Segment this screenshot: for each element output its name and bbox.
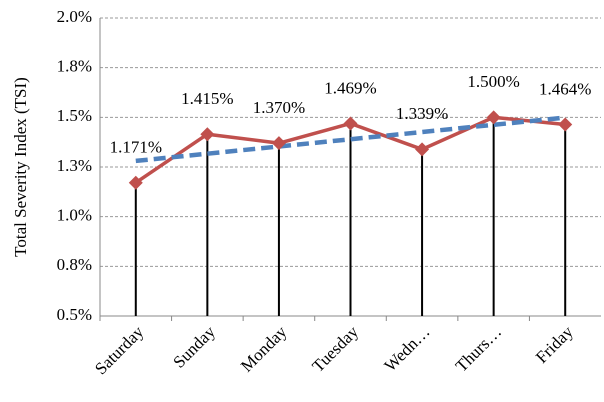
y-tick-label: 1.5%	[57, 106, 92, 125]
x-tick-label: Tuesday	[308, 322, 362, 376]
data-label: 1.415%	[181, 89, 233, 108]
data-label: 1.469%	[324, 78, 376, 97]
marker	[128, 175, 143, 190]
marker	[486, 110, 501, 125]
x-tick-label: Wedn…	[380, 322, 433, 375]
y-axis-title: Total Severity Index (TSI)	[11, 77, 30, 257]
y-tick-label: 0.8%	[57, 255, 92, 274]
x-tick-label: Sunday	[169, 322, 219, 372]
x-tick-label: Friday	[532, 322, 577, 367]
data-label: 1.464%	[539, 79, 591, 98]
data-label: 1.171%	[110, 138, 162, 157]
marker	[271, 136, 286, 151]
marker	[200, 127, 215, 142]
marker	[558, 117, 573, 132]
x-tick-label: Saturday	[91, 322, 148, 379]
data-label: 1.339%	[396, 104, 448, 123]
marker	[415, 142, 430, 157]
y-tick-label: 2.0%	[57, 7, 92, 26]
x-tick-label: Thurs…	[452, 322, 506, 376]
y-tick-label: 0.5%	[57, 305, 92, 324]
data-label: 1.370%	[253, 98, 305, 117]
y-tick-label: 1.0%	[57, 206, 92, 225]
data-label: 1.500%	[467, 72, 519, 91]
marker	[343, 116, 358, 131]
x-tick-label: Monday	[237, 322, 291, 376]
y-tick-label: 1.8%	[57, 57, 92, 76]
y-tick-label: 1.3%	[57, 156, 92, 175]
